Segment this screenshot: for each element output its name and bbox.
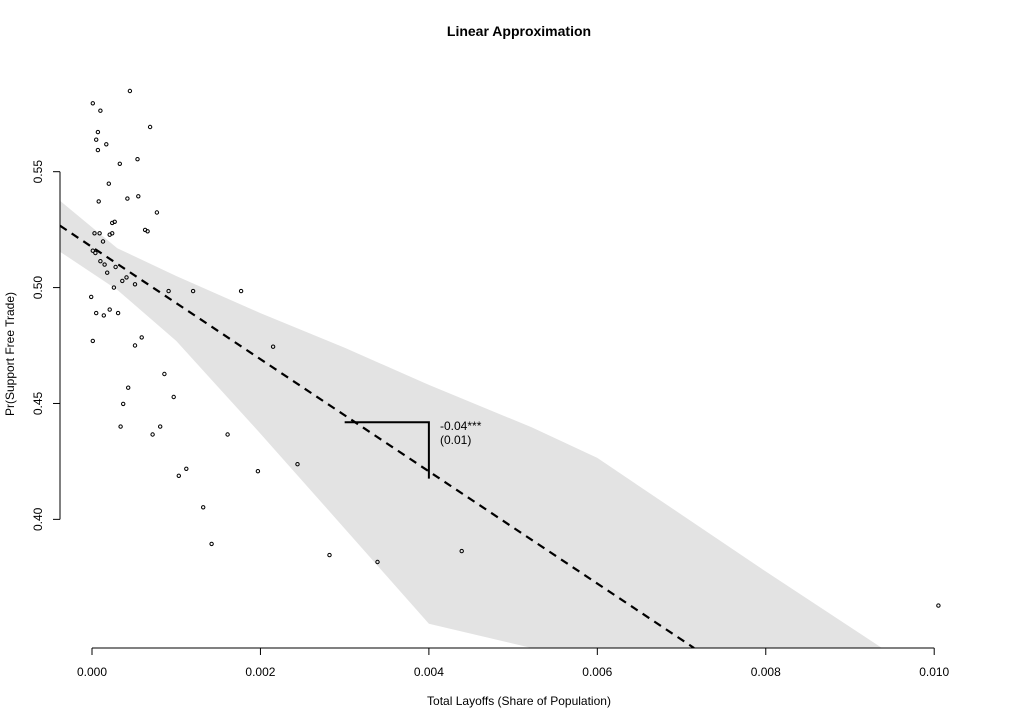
data-point	[96, 199, 101, 204]
annotation-estimate: -0.04***	[440, 419, 482, 433]
data-point	[105, 270, 110, 275]
data-points-layer	[89, 88, 941, 608]
x-tick-label: 0.002	[245, 665, 275, 679]
fit-line	[60, 224, 695, 648]
data-point	[90, 248, 96, 253]
data-point	[225, 432, 230, 437]
data-point	[94, 310, 99, 316]
data-point	[107, 232, 112, 237]
data-point	[154, 210, 160, 215]
data-point	[106, 181, 112, 186]
data-point	[97, 231, 102, 236]
y-tick-label: 0.45	[31, 391, 45, 415]
y-axis-label: Pr(Support Free Trade)	[3, 292, 17, 416]
data-point	[95, 147, 101, 153]
data-point	[101, 313, 107, 318]
data-point	[295, 462, 300, 467]
data-point	[190, 288, 196, 294]
data-point	[120, 278, 125, 284]
data-point	[111, 285, 117, 290]
data-point	[147, 124, 153, 130]
data-point	[158, 424, 163, 429]
data-point	[238, 288, 244, 294]
data-point	[184, 466, 189, 471]
data-point	[90, 101, 96, 106]
data-point	[209, 541, 214, 547]
x-tick-label: 0.008	[751, 665, 781, 679]
data-point	[113, 264, 118, 270]
y-tick-label: 0.55	[31, 160, 45, 184]
data-point	[89, 294, 94, 300]
data-point	[126, 385, 131, 390]
data-point	[98, 108, 103, 113]
data-point	[102, 262, 107, 267]
data-point	[171, 394, 176, 400]
data-point	[92, 231, 97, 236]
confidence-band-layer	[60, 200, 882, 648]
x-tick-label: 0.000	[77, 665, 107, 679]
data-point	[104, 142, 109, 147]
data-point	[166, 288, 171, 294]
data-point	[139, 335, 144, 340]
data-point	[150, 432, 155, 437]
data-point	[110, 220, 115, 226]
data-point	[201, 505, 206, 510]
x-tick-label: 0.010	[919, 665, 949, 679]
annotation-se: (0.01)	[440, 433, 471, 447]
data-point	[125, 196, 130, 201]
data-point	[100, 239, 106, 244]
y-tick-label: 0.50	[31, 276, 45, 300]
slope-triangle	[344, 421, 430, 479]
slope-triangle-layer	[344, 421, 430, 479]
data-point	[145, 229, 150, 234]
data-point	[127, 88, 133, 94]
data-point	[162, 371, 167, 377]
data-point	[118, 424, 123, 429]
data-point	[255, 469, 261, 474]
x-tick-label: 0.004	[414, 665, 444, 679]
data-point	[327, 552, 332, 558]
data-point	[132, 282, 138, 287]
data-point	[90, 338, 96, 344]
data-point	[459, 548, 464, 554]
data-point	[117, 161, 123, 167]
y-tick-label: 0.40	[31, 507, 45, 531]
x-axis: 0.000 0.002 0.004 0.006 0.008 0.010	[77, 647, 950, 679]
y-axis: 0.40 0.45 0.50 0.55	[31, 160, 61, 531]
data-point	[135, 157, 140, 162]
data-point	[94, 137, 99, 142]
data-point	[270, 344, 276, 349]
data-point	[375, 559, 380, 565]
data-point	[176, 473, 182, 478]
data-point	[98, 259, 103, 264]
data-point	[107, 307, 112, 312]
x-tick-label: 0.006	[582, 665, 612, 679]
fit-line-layer	[60, 224, 695, 648]
confidence-band	[60, 200, 882, 648]
data-point	[121, 401, 126, 407]
data-point	[132, 343, 138, 348]
data-point	[936, 603, 941, 608]
data-point	[93, 250, 98, 256]
data-point	[95, 129, 101, 135]
data-point	[115, 310, 121, 316]
x-axis-label: Total Layoffs (Share of Population)	[427, 694, 611, 708]
chart-title: Linear Approximation	[447, 23, 591, 39]
data-point	[136, 194, 141, 199]
data-point	[124, 275, 129, 280]
